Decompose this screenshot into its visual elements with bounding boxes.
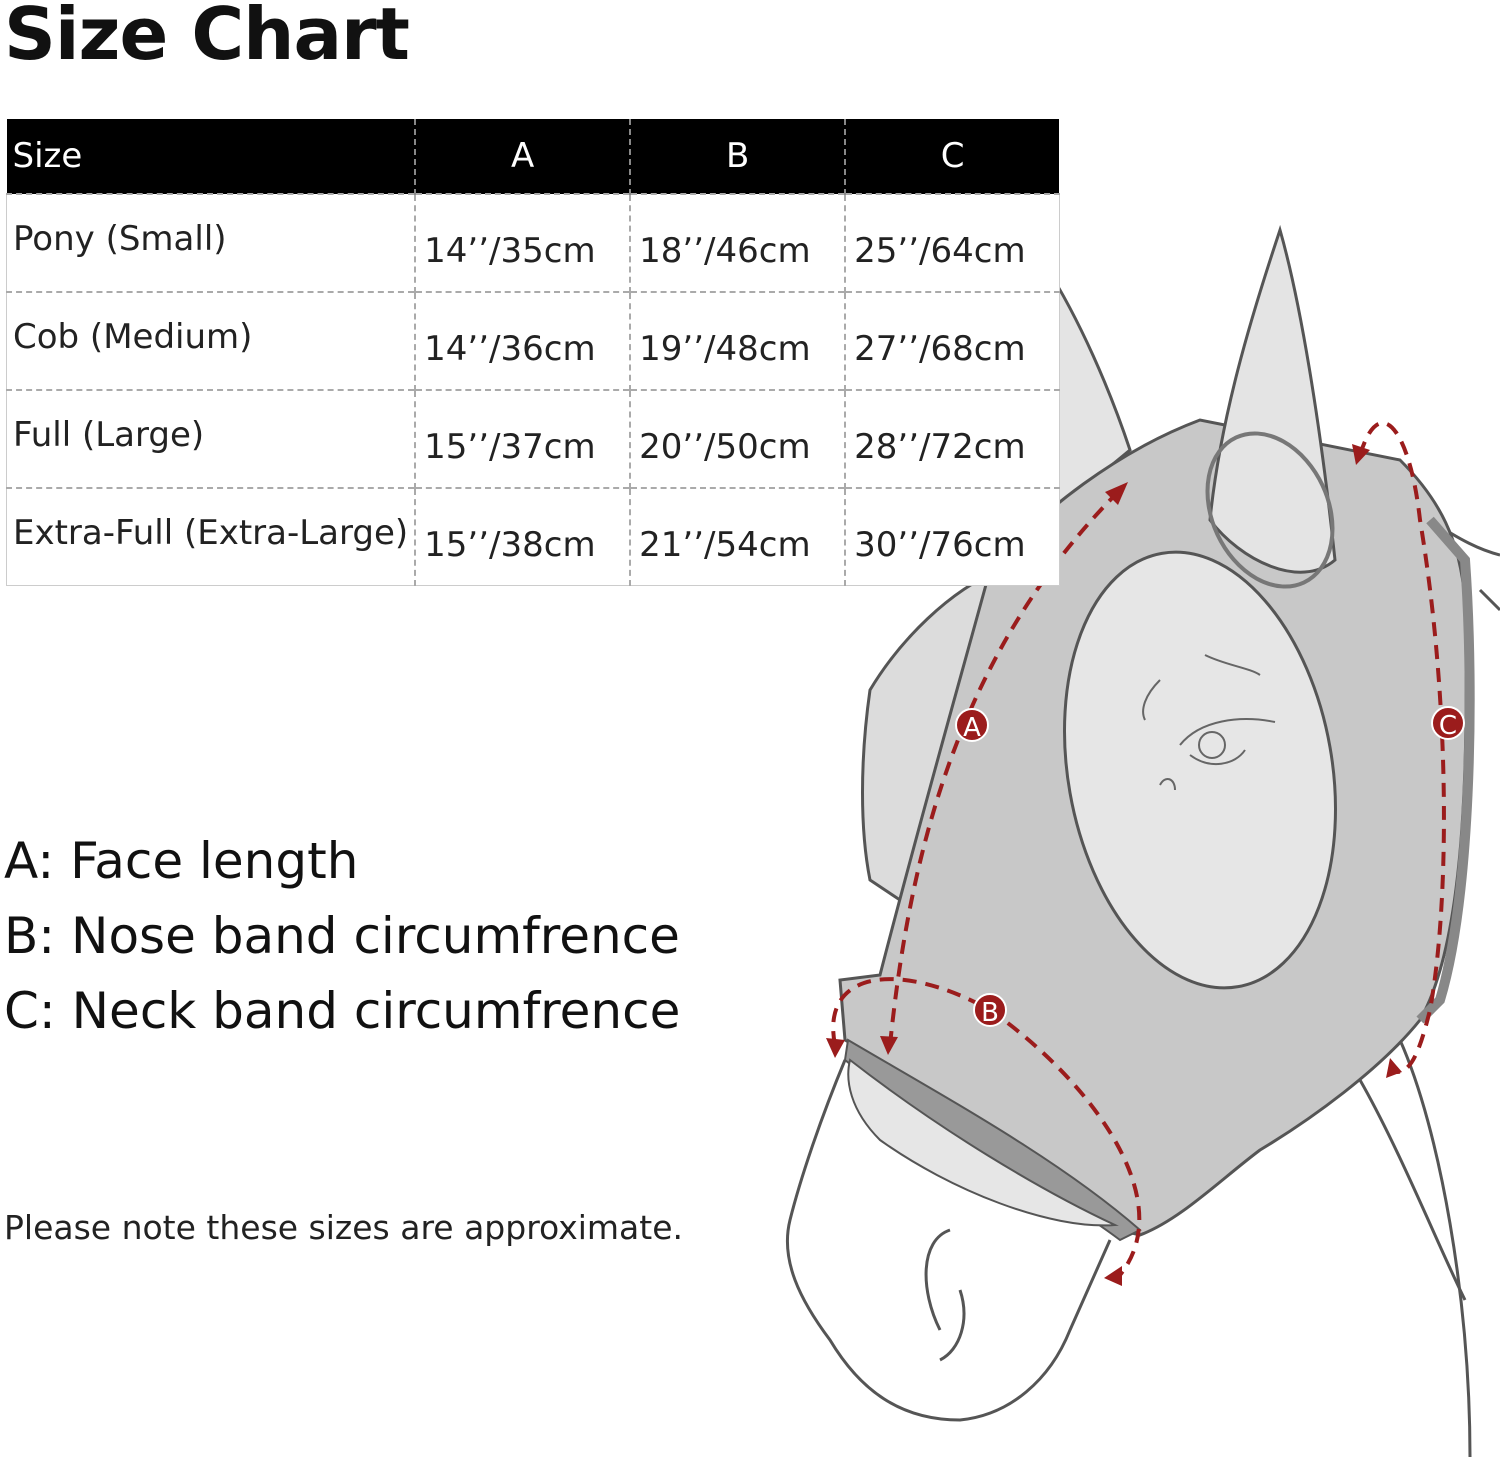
marker-c-label: C <box>1439 711 1457 741</box>
eye-icon <box>1142 654 1276 791</box>
legend-a: A: Face length <box>4 832 359 890</box>
marker-a-label: A <box>963 713 981 743</box>
c-cell: 28’’/72cm <box>844 389 1060 488</box>
arrow-a-bottom <box>880 1036 898 1055</box>
table-row: Full (Large) 15’’/37cm 20’’/50cm 28’’/72… <box>6 389 1060 488</box>
header-size: Size <box>6 119 416 194</box>
mask-edge-strip <box>1416 516 1475 1024</box>
b-cell: 18’’/46cm <box>629 193 846 292</box>
marker-b: B <box>973 993 1007 1028</box>
far-ear <box>1043 259 1132 524</box>
b-cell: 19’’/48cm <box>629 291 846 390</box>
arrow-a-top <box>1105 482 1128 505</box>
c-cell: 27’’/68cm <box>844 291 1060 390</box>
table-row: Pony (Small) 14’’/35cm 18’’/46cm 25’’/64… <box>6 193 1060 292</box>
size-cell: Extra-Full (Extra-Large) <box>6 487 416 586</box>
approximation-note: Please note these sizes are approximate. <box>4 1208 684 1247</box>
near-ear <box>1208 224 1337 574</box>
header-a: A <box>414 119 631 194</box>
b-cell: 21’’/54cm <box>629 487 846 586</box>
size-cell: Cob (Medium) <box>6 291 416 390</box>
header-b: B <box>629 119 846 194</box>
table-header-row: Size A B C <box>6 119 1060 194</box>
marker-c: C <box>1431 706 1465 741</box>
size-cell: Full (Large) <box>6 389 416 488</box>
arrow-c-bottom <box>1386 1058 1402 1078</box>
size-chart-table: Size A B C Pony (Small) 14’’/35cm 18’’/4… <box>6 119 1060 586</box>
horse-nostril <box>924 1228 966 1362</box>
page-title: Size Chart <box>4 0 410 76</box>
c-cell: 30’’/76cm <box>844 487 1060 586</box>
ear-hole <box>1205 431 1335 589</box>
legend-b: B: Nose band circumfrence <box>4 907 680 965</box>
b-cell: 20’’/50cm <box>629 389 846 488</box>
a-cell: 14’’/36cm <box>414 291 631 390</box>
header-c: C <box>844 119 1060 194</box>
a-cell: 15’’/37cm <box>414 389 631 488</box>
marker-b-label: B <box>981 998 999 1028</box>
a-cell: 15’’/38cm <box>414 487 631 586</box>
a-cell: 14’’/35cm <box>414 193 631 292</box>
horse-neck-line <box>1358 1079 1467 1301</box>
marker-a: A <box>955 708 989 743</box>
mask-side-panel <box>861 568 1002 903</box>
arrow-b-left <box>826 1038 845 1058</box>
muzzle-opening <box>847 1058 1119 1227</box>
horse-outline <box>785 1059 1112 1422</box>
measure-line-c <box>1358 421 1446 1074</box>
legend-c: C: Neck band circumfrence <box>4 982 681 1040</box>
horse-neck-line-2 <box>1398 1039 1472 1457</box>
arrow-c-top <box>1352 444 1370 465</box>
table-row: Extra-Full (Extra-Large) 15’’/38cm 21’’/… <box>6 487 1060 586</box>
c-cell: 25’’/64cm <box>844 193 1060 292</box>
eye-mesh-panel <box>1063 550 1337 990</box>
arrow-b-right <box>1104 1266 1122 1286</box>
size-cell: Pony (Small) <box>6 193 416 292</box>
table-row: Cob (Medium) 14’’/36cm 19’’/48cm 27’’/68… <box>6 291 1060 390</box>
